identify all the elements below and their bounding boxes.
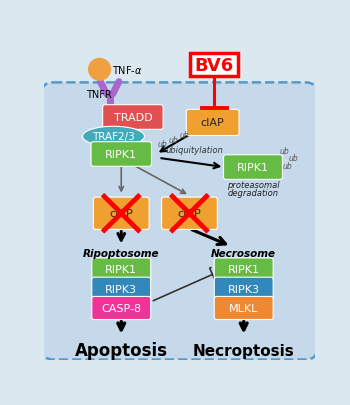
- Ellipse shape: [83, 127, 145, 147]
- Text: Necrosome: Necrosome: [211, 248, 276, 258]
- Text: RIPK3: RIPK3: [105, 284, 137, 294]
- Text: RIPK1: RIPK1: [105, 265, 137, 275]
- Text: ub: ub: [282, 162, 292, 171]
- FancyBboxPatch shape: [214, 297, 273, 320]
- FancyBboxPatch shape: [214, 258, 273, 281]
- Text: ub: ub: [179, 131, 189, 140]
- FancyBboxPatch shape: [91, 142, 152, 167]
- Text: ub: ub: [168, 136, 178, 145]
- Text: TNFR: TNFR: [86, 90, 112, 100]
- FancyBboxPatch shape: [103, 105, 163, 130]
- Text: degradation: degradation: [228, 188, 279, 198]
- Text: RIPK1: RIPK1: [237, 163, 269, 173]
- FancyBboxPatch shape: [162, 198, 217, 230]
- Text: RIPK1: RIPK1: [105, 149, 137, 160]
- Text: ub: ub: [288, 154, 298, 163]
- Text: cIAP: cIAP: [201, 118, 225, 128]
- FancyBboxPatch shape: [214, 277, 273, 301]
- Text: TRADD: TRADD: [113, 113, 152, 123]
- Text: MLKL: MLKL: [229, 303, 258, 313]
- Text: cIAP: cIAP: [109, 209, 133, 219]
- Text: Apoptosis: Apoptosis: [75, 341, 168, 360]
- FancyBboxPatch shape: [186, 110, 239, 136]
- Text: BV6: BV6: [195, 57, 234, 75]
- Circle shape: [89, 60, 110, 81]
- Text: ubiquitylation: ubiquitylation: [166, 145, 224, 154]
- FancyBboxPatch shape: [41, 83, 317, 360]
- Text: proteasomal: proteasomal: [227, 181, 279, 190]
- Text: ub: ub: [279, 146, 289, 155]
- Text: Necroptosis: Necroptosis: [193, 343, 295, 358]
- Text: Ripoptosome: Ripoptosome: [83, 248, 160, 258]
- FancyBboxPatch shape: [92, 297, 151, 320]
- Text: ub: ub: [158, 140, 167, 149]
- Text: RIPK1: RIPK1: [228, 265, 260, 275]
- Text: cIAP: cIAP: [177, 209, 201, 219]
- FancyBboxPatch shape: [93, 198, 149, 230]
- Text: TNF-$\alpha$: TNF-$\alpha$: [112, 63, 143, 75]
- Text: TRAF2/3: TRAF2/3: [92, 132, 135, 142]
- FancyBboxPatch shape: [224, 156, 282, 180]
- FancyBboxPatch shape: [190, 54, 238, 77]
- Text: RIPK3: RIPK3: [228, 284, 260, 294]
- Text: CASP-8: CASP-8: [101, 303, 141, 313]
- FancyBboxPatch shape: [92, 258, 151, 281]
- FancyBboxPatch shape: [92, 277, 151, 301]
